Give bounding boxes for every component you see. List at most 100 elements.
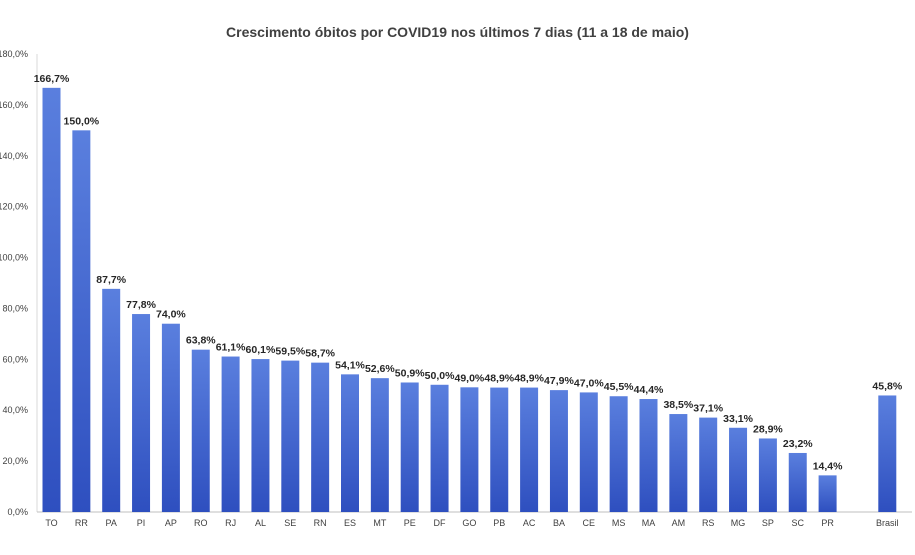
data-label-ro: 63,8% — [186, 335, 216, 347]
category-label-mt: MT — [373, 518, 386, 528]
category-label-ms: MS — [612, 518, 626, 528]
category-labels-group: TO RR PA PI AP RO RJ AL SE RN ES MT PE DF GO PB AC BA CE MS… — [45, 518, 898, 528]
bar-pa — [102, 288, 121, 512]
bar-df — [430, 384, 449, 512]
data-label-rs: 37,1% — [693, 403, 723, 415]
y-tick-label: 180,0% — [0, 49, 28, 59]
bar-ro — [191, 349, 210, 512]
y-tick-label: 140,0% — [0, 151, 28, 161]
data-label-mg: 33,1% — [723, 413, 753, 425]
category-label-es: ES — [344, 518, 356, 528]
data-label-ac: 48,9% — [514, 373, 544, 385]
y-tick-label: 160,0% — [0, 100, 28, 110]
data-label-ma: 44,4% — [634, 384, 664, 396]
category-label-pa: PA — [106, 518, 117, 528]
bar-rn — [311, 362, 330, 512]
data-label-pi: 77,8% — [126, 299, 156, 311]
bar-am — [669, 414, 688, 512]
category-label-go: GO — [462, 518, 476, 528]
bar-pr — [818, 475, 837, 512]
bar-mg — [729, 427, 748, 512]
data-label-ap: 74,0% — [156, 309, 186, 321]
y-tick-label: 40,0% — [2, 405, 28, 415]
category-label-pi: PI — [137, 518, 146, 528]
bar-to — [42, 87, 61, 512]
category-label-ce: CE — [583, 518, 596, 528]
category-label-rn: RN — [314, 518, 327, 528]
category-label-ap: AP — [165, 518, 177, 528]
data-label-df: 50,0% — [425, 370, 455, 382]
data-label-pb: 48,9% — [484, 373, 514, 385]
data-label-rn: 58,7% — [305, 348, 335, 360]
bar-se — [281, 360, 300, 512]
y-tick-label: 60,0% — [2, 354, 28, 364]
data-label-brasil: 45,8% — [872, 380, 902, 392]
data-label-mt: 52,6% — [365, 363, 395, 375]
y-tick-label: 0,0% — [7, 507, 28, 517]
data-label-pe: 50,9% — [395, 367, 425, 379]
bar-mt — [370, 378, 389, 512]
bar-brasil — [878, 395, 897, 512]
category-label-ro: RO — [194, 518, 208, 528]
bar-pb — [490, 387, 509, 512]
bar-rr — [72, 130, 91, 513]
category-label-pe: PE — [404, 518, 416, 528]
bar-es — [341, 374, 359, 512]
y-tick-label: 100,0% — [0, 253, 28, 263]
data-label-sp: 28,9% — [753, 423, 783, 435]
bar-rj — [221, 356, 240, 512]
y-tick-label: 20,0% — [2, 456, 28, 466]
category-label-brasil: Brasil — [876, 518, 899, 528]
category-label-se: SE — [284, 518, 296, 528]
bar-ce — [579, 392, 598, 512]
data-label-es: 54,1% — [335, 359, 365, 371]
bar-go — [460, 387, 479, 512]
category-label-sp: SP — [762, 518, 774, 528]
data-label-se: 59,5% — [275, 346, 305, 358]
bar-sp — [758, 438, 777, 512]
category-label-to: TO — [45, 518, 57, 528]
bar-ma — [639, 399, 658, 512]
category-label-ac: AC — [523, 518, 536, 528]
category-label-mg: MG — [731, 518, 746, 528]
y-axis-ticks: 0,0% 20,0% 40,0% 60,0% 80,0% 100,0% 120,0% 140,… — [0, 49, 28, 517]
bar-ba — [549, 390, 568, 512]
data-label-ms: 45,5% — [604, 381, 634, 393]
category-label-am: AM — [672, 518, 686, 528]
bar-pi — [132, 314, 151, 512]
data-label-sc: 23,2% — [783, 438, 813, 450]
data-label-am: 38,5% — [663, 399, 693, 411]
data-label-pa: 87,7% — [96, 274, 126, 286]
category-label-rs: RS — [702, 518, 715, 528]
category-label-ma: MA — [642, 518, 656, 528]
data-label-to: 166,7% — [34, 73, 70, 85]
data-labels-group: 166,7% 150,0% 87,7% 77,8%74,0% 63,8%61,1% 60,… — [34, 73, 903, 473]
category-label-rr: RR — [75, 518, 88, 528]
bar-ap — [161, 323, 180, 512]
category-label-al: AL — [255, 518, 266, 528]
category-label-ba: BA — [553, 518, 565, 528]
data-label-ba: 47,9% — [544, 375, 574, 387]
category-label-pb: PB — [493, 518, 505, 528]
bar-ms — [609, 396, 628, 512]
chart-title: Crescimento óbitos por COVID19 nos últim… — [226, 24, 689, 40]
data-label-rr: 150,0% — [64, 115, 100, 127]
category-label-sc: SC — [791, 518, 804, 528]
y-tick-label: 120,0% — [0, 202, 28, 212]
bar-al — [251, 359, 270, 512]
category-label-df: DF — [434, 518, 446, 528]
bars-group — [42, 87, 897, 513]
bar-ac — [520, 387, 539, 512]
data-label-rj: 61,1% — [216, 342, 246, 354]
category-label-pr: PR — [821, 518, 834, 528]
data-label-go: 49,0% — [455, 372, 485, 384]
data-label-pr: 14,4% — [813, 460, 843, 472]
y-tick-label: 80,0% — [2, 303, 28, 313]
data-label-ce: 47,0% — [574, 377, 604, 389]
data-label-al: 60,1% — [246, 344, 276, 356]
bar-rs — [699, 417, 718, 512]
category-label-rj: RJ — [225, 518, 236, 528]
bar-sc — [788, 452, 807, 512]
bar-pe — [400, 382, 419, 512]
